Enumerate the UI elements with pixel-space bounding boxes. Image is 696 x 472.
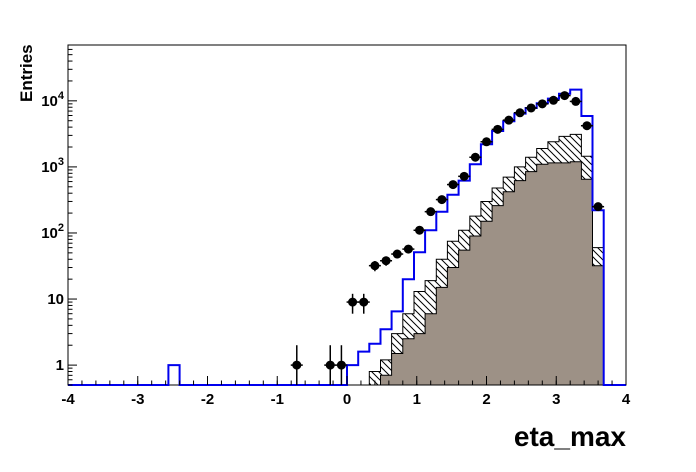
data-marker-icon bbox=[437, 195, 447, 205]
data-marker-icon bbox=[415, 225, 425, 235]
data-point bbox=[380, 256, 393, 266]
y-tick-label: 104 bbox=[41, 90, 65, 110]
data-marker-icon bbox=[515, 108, 525, 118]
data-marker-icon bbox=[459, 171, 469, 181]
data-marker-icon bbox=[571, 96, 581, 106]
data-marker-icon bbox=[336, 360, 346, 370]
data-point bbox=[402, 244, 415, 254]
data-marker-icon bbox=[392, 249, 402, 259]
y-tick-label: 10 bbox=[47, 291, 64, 308]
data-point bbox=[357, 293, 370, 314]
y-axis-title: Entries bbox=[17, 44, 36, 102]
data-point bbox=[346, 293, 359, 314]
data-marker-icon bbox=[325, 360, 335, 370]
data-marker-icon bbox=[292, 360, 302, 370]
data-marker-icon bbox=[582, 121, 592, 131]
data-point bbox=[525, 103, 538, 113]
data-marker-icon bbox=[482, 137, 491, 147]
x-tick-label: 3 bbox=[552, 391, 560, 408]
data-point bbox=[558, 91, 571, 101]
blue-histogram bbox=[68, 88, 626, 386]
data-point bbox=[413, 225, 426, 235]
data-marker-icon bbox=[504, 115, 514, 125]
histogram-layers bbox=[68, 88, 626, 386]
data-marker-icon bbox=[448, 180, 458, 190]
data-point bbox=[469, 152, 482, 162]
x-tick-label: 1 bbox=[413, 391, 421, 408]
data-point bbox=[513, 108, 526, 118]
data-marker-icon bbox=[593, 202, 603, 212]
x-tick-label: 4 bbox=[622, 391, 631, 408]
data-point bbox=[536, 99, 549, 109]
x-tick-label: 2 bbox=[482, 391, 490, 408]
data-point bbox=[502, 115, 515, 125]
data-marker-icon bbox=[403, 244, 413, 254]
data-point bbox=[592, 202, 605, 212]
data-point bbox=[391, 249, 404, 259]
x-tick-label: -2 bbox=[201, 391, 214, 408]
data-point bbox=[290, 345, 303, 385]
data-point bbox=[324, 345, 337, 385]
x-axis-title: eta_max bbox=[514, 421, 627, 452]
data-point bbox=[491, 124, 504, 134]
x-tick-label: -4 bbox=[61, 391, 75, 408]
data-point bbox=[447, 180, 460, 190]
axis-ticks bbox=[67, 44, 627, 386]
data-point bbox=[580, 121, 593, 131]
data-marker-icon bbox=[537, 99, 547, 109]
data-marker-icon bbox=[493, 124, 503, 134]
axis-tick-labels: -4 -3 -2 -1 0 1 2 3 4 1 10 102 103 104 bbox=[41, 90, 631, 408]
x-tick-label: -3 bbox=[131, 391, 144, 408]
data-marker-icon bbox=[426, 207, 436, 217]
y-tick-label: 1 bbox=[56, 357, 64, 374]
data-marker-icon bbox=[381, 256, 391, 266]
data-marker-icon bbox=[348, 297, 358, 307]
data-point bbox=[368, 260, 381, 272]
data-point bbox=[335, 345, 348, 385]
data-marker-icon bbox=[560, 91, 570, 101]
data-marker-icon bbox=[470, 152, 480, 162]
data-point bbox=[435, 195, 448, 205]
x-tick-label: -1 bbox=[271, 391, 284, 408]
data-marker-icon bbox=[370, 261, 380, 271]
data-points-layer bbox=[290, 91, 605, 385]
data-point bbox=[547, 95, 560, 105]
data-marker-icon bbox=[359, 297, 369, 307]
y-tick-label: 103 bbox=[41, 156, 64, 176]
data-marker-icon bbox=[548, 95, 558, 105]
data-point bbox=[569, 96, 582, 106]
data-point bbox=[458, 171, 471, 181]
data-point bbox=[424, 207, 437, 217]
x-tick-label: 0 bbox=[343, 391, 351, 408]
data-point bbox=[480, 137, 493, 147]
y-tick-label: 102 bbox=[41, 222, 64, 242]
data-marker-icon bbox=[526, 103, 536, 113]
